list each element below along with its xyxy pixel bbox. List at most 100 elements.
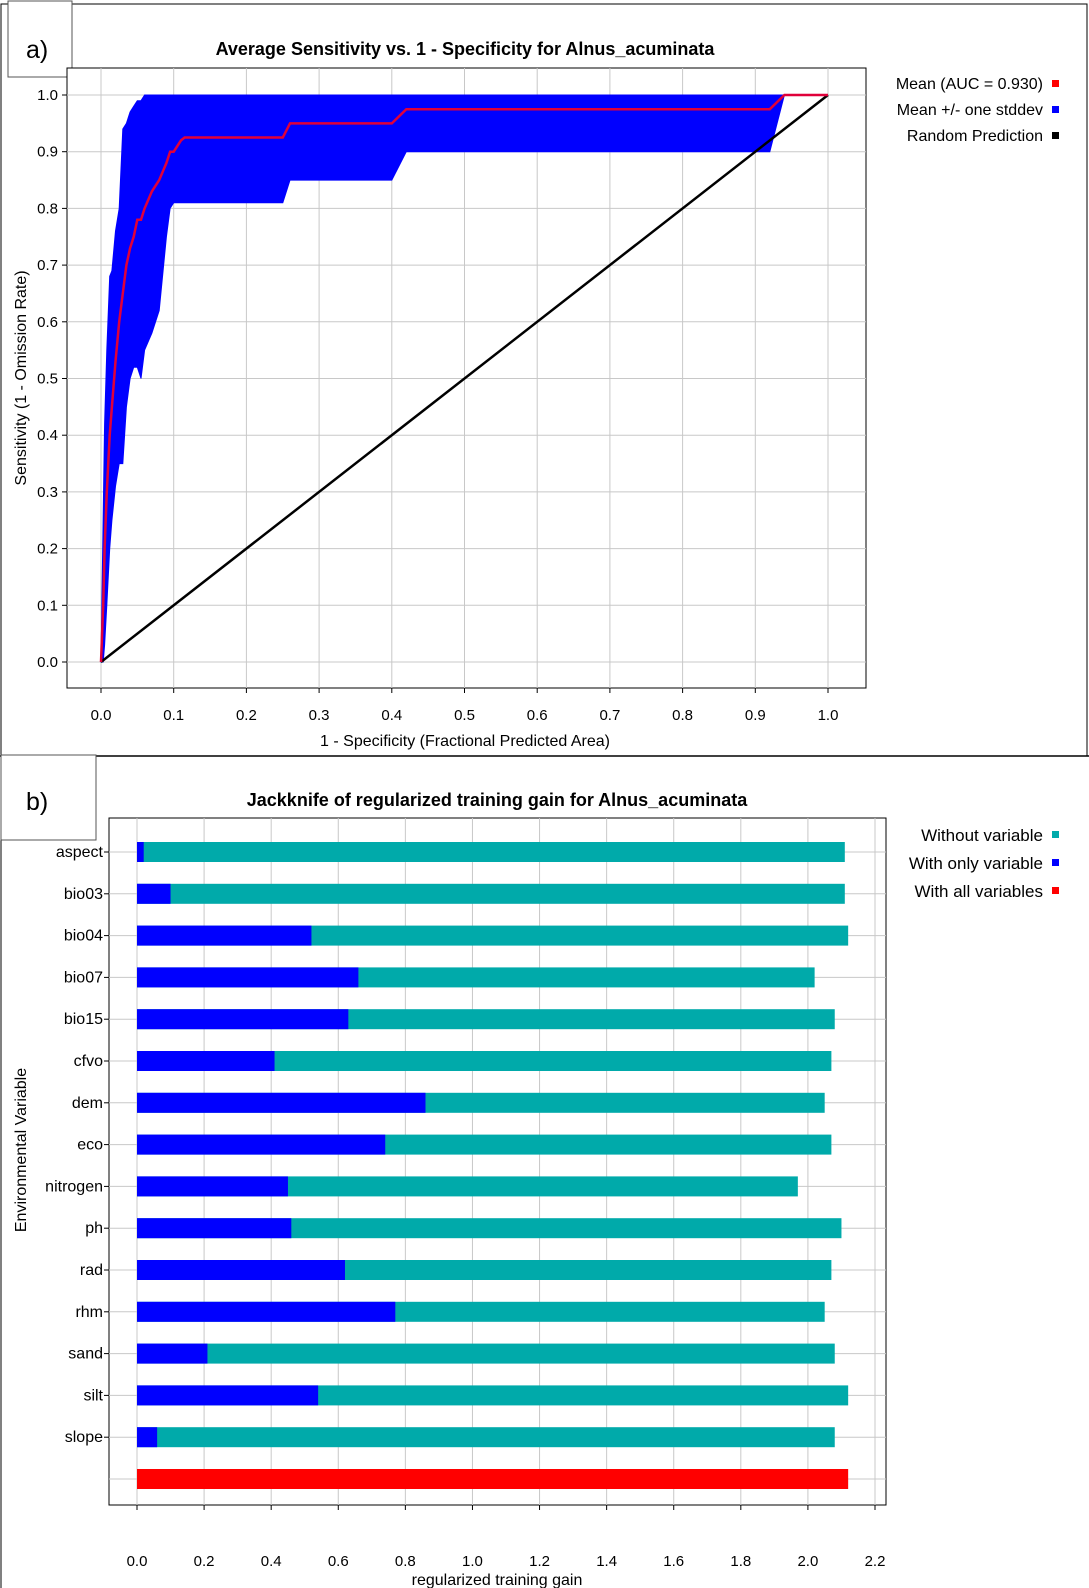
jackknife-category-label: aspect: [56, 844, 104, 861]
jackknife-x-tick-label: 0.8: [395, 1553, 416, 1570]
roc-x-tick-label: 0.8: [672, 707, 693, 724]
bar-with-only-rhm: [137, 1301, 396, 1322]
roc-x-ticks: 0.0 0.1 0.2 0.3 0.4 0.5 0.6 0.7 0.8 0.9 1.0: [91, 688, 839, 724]
jackknife-category-label: nitrogen: [45, 1178, 103, 1195]
jackknife-category-label: silt: [83, 1387, 103, 1404]
roc-legend-swatch: [1052, 80, 1059, 87]
roc-title: Average Sensitivity vs. 1 - Specificity …: [216, 39, 716, 59]
roc-x-tick-label: 0.6: [527, 707, 548, 724]
jackknife-legend-swatch: [1052, 887, 1059, 894]
jackknife-x-ticks: 0.0 0.2 0.4 0.6 0.8 1.0 1.2 1.4 1.6 1.8 2.0 2.2: [127, 1505, 886, 1570]
jackknife-x-tick-label: 1.6: [663, 1553, 684, 1570]
jackknife-x-tick-label: 0.0: [127, 1553, 148, 1570]
bar-with-only-bio04: [137, 925, 312, 946]
roc-y-axis-label: Sensitivity (1 - Omission Rate): [13, 270, 30, 485]
roc-x-tick-label: 0.5: [454, 707, 475, 724]
jackknife-x-tick-label: 1.0: [462, 1553, 483, 1570]
roc-random-prediction-line: [100, 94, 829, 663]
bar-with-all-variables: [137, 1469, 849, 1489]
roc-y-tick-label: 1.0: [37, 87, 58, 104]
jackknife-legend-swatch: [1052, 831, 1059, 838]
jackknife-category-label: cfvo: [74, 1053, 103, 1070]
roc-x-tick-label: 0.2: [236, 707, 257, 724]
roc-y-tick-label: 0.7: [37, 257, 58, 274]
roc-x-tick-label: 0.1: [163, 707, 184, 724]
roc-x-tick-label: 0.3: [309, 707, 330, 724]
jackknife-category-label: dem: [72, 1095, 103, 1112]
bar-with-only-aspect: [137, 842, 144, 862]
roc-x-tick-label: 0.4: [381, 707, 402, 724]
jackknife-x-tick-label: 2.2: [865, 1553, 886, 1570]
bar-without-ph: [137, 1218, 842, 1239]
roc-y-tick-label: 0.8: [37, 200, 58, 217]
jackknife-category-label: slope: [65, 1429, 103, 1446]
bar-with-only-bio03: [137, 883, 171, 904]
jackknife-category-label: sand: [68, 1346, 103, 1363]
jackknife-panel: b) Jackknife of regularized training gai…: [0, 754, 1089, 1588]
bar-with-only-ph: [137, 1218, 292, 1239]
bar-without-bio04: [137, 925, 849, 946]
roc-lines: [99, 93, 829, 663]
roc-y-tick-label: 0.1: [37, 597, 58, 614]
panel-a-label: a): [26, 36, 48, 64]
roc-y-tick-label: 0.3: [37, 484, 58, 501]
jackknife-legend-label: Without variable: [921, 826, 1043, 845]
roc-panel: a) Average Sensitivity vs. 1 - Specifici…: [0, 0, 1088, 757]
jackknife-x-tick-label: 1.2: [529, 1553, 550, 1570]
bar-without-sand: [137, 1343, 835, 1364]
bar-with-only-bio07: [137, 967, 359, 988]
jackknife-category-label: rad: [80, 1262, 103, 1279]
bar-without-slope: [137, 1427, 835, 1448]
jackknife-category-label: bio07: [64, 969, 103, 986]
jackknife-bars: [137, 842, 849, 1489]
jackknife-x-tick-label: 1.8: [730, 1553, 751, 1570]
jackknife-x-tick-label: 0.4: [261, 1553, 282, 1570]
roc-x-tick-label: 0.0: [91, 707, 112, 724]
jackknife-category-label: rhm: [75, 1304, 103, 1321]
jackknife-legend-label: With all variables: [915, 882, 1044, 901]
roc-legend-swatch: [1052, 132, 1059, 139]
jackknife-legend-label: With only variable: [909, 854, 1043, 873]
roc-y-tick-label: 0.2: [37, 541, 58, 558]
jackknife-legend-swatch: [1052, 859, 1059, 866]
jackknife-category-label: ph: [85, 1220, 103, 1237]
roc-legend-label: Mean +/- one stddev: [897, 102, 1043, 119]
jackknife-x-tick-label: 2.0: [797, 1553, 818, 1570]
bar-with-only-silt: [137, 1385, 319, 1406]
jackknife-x-axis-label: regularized training gain: [412, 1572, 583, 1588]
roc-y-tick-label: 0.9: [37, 144, 58, 161]
bar-with-only-nitrogen: [137, 1176, 288, 1197]
jackknife-x-tick-label: 0.6: [328, 1553, 349, 1570]
jackknife-category-label: bio04: [64, 928, 103, 945]
roc-mean-line: [99, 93, 828, 663]
bar-with-only-eco: [137, 1134, 386, 1155]
jackknife-y-axis-label: Environmental Variable: [13, 1068, 30, 1232]
roc-legend-label: Random Prediction: [907, 128, 1043, 145]
roc-x-tick-label: 0.9: [745, 707, 766, 724]
bar-with-only-sand: [137, 1343, 208, 1364]
roc-y-ticks: 0.0 0.1 0.2 0.3 0.4 0.5 0.6 0.7 0.8 0.9 1.0: [37, 87, 67, 671]
roc-y-tick-label: 0.4: [37, 427, 58, 444]
jackknife-category-label: eco: [77, 1137, 103, 1154]
jackknife-x-tick-label: 1.4: [596, 1553, 617, 1570]
roc-y-tick-label: 0.0: [37, 654, 58, 671]
roc-x-axis-label: 1 - Specificity (Fractional Predicted Ar…: [320, 733, 610, 750]
panel-a-label-box: [7, 0, 73, 78]
jackknife-y-ticks: aspect bio03 bio04 bio07 bio15 cfvo dem eco nitr…: [45, 844, 109, 1446]
jackknife-x-tick-label: 0.2: [194, 1553, 215, 1570]
bar-with-only-dem: [137, 1092, 426, 1113]
roc-legend-label: Mean (AUC = 0.930): [896, 76, 1043, 93]
roc-legend: Mean (AUC = 0.930) Mean +/- one stddev Ran…: [896, 76, 1059, 145]
bar-with-only-slope: [137, 1427, 158, 1448]
roc-y-tick-label: 0.6: [37, 314, 58, 331]
bar-without-cfvo: [137, 1051, 832, 1071]
bar-without-nitrogen: [137, 1176, 798, 1197]
bar-with-only-rad: [137, 1260, 345, 1280]
roc-y-tick-label: 0.5: [37, 371, 58, 388]
bar-with-only-cfvo: [137, 1051, 275, 1071]
roc-x-tick-label: 0.7: [599, 707, 620, 724]
bar-without-aspect: [137, 842, 845, 862]
bar-without-bio03: [137, 883, 845, 904]
jackknife-category-label: bio15: [64, 1011, 103, 1028]
roc-x-tick-label: 1.0: [818, 707, 839, 724]
